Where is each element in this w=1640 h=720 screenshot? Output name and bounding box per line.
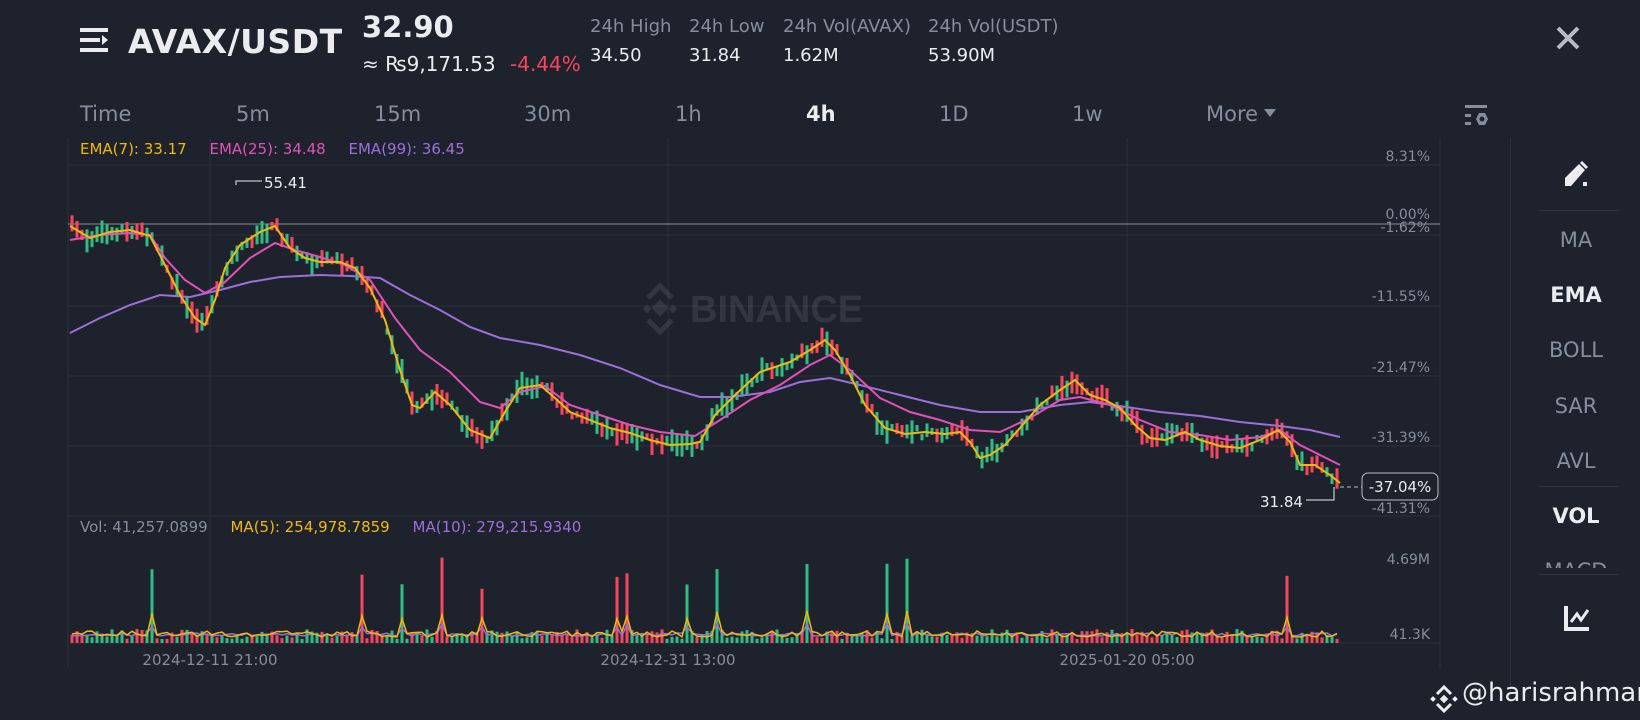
y-label: 0.00%: [1386, 207, 1430, 223]
tab-5m[interactable]: 5m: [236, 102, 270, 126]
stat-24h-high: 24h High 34.50: [590, 16, 671, 66]
vol-ma5-line: [71, 610, 1338, 639]
stat-24h-vol-base: 24h Vol(AVAX) 1.62M: [783, 16, 911, 66]
high-marker: 55.41: [264, 174, 307, 192]
tab-1w[interactable]: 1w: [1072, 102, 1103, 126]
indicator-sar[interactable]: SAR: [1554, 394, 1598, 418]
chart-settings-icon[interactable]: [1464, 104, 1490, 128]
close-icon[interactable]: [1554, 24, 1582, 52]
binance-watermark: BINANCE: [642, 282, 863, 336]
candlestick-chart[interactable]: BINANCE 55.41 31.84 -37.04% 8.31% 0.00% …: [0, 138, 1510, 698]
stat-label: 24h Low: [689, 16, 765, 37]
stat-value: 31.84: [689, 45, 741, 66]
current-value-badge-box: [1361, 472, 1439, 501]
stat-label: 24h High: [590, 16, 672, 37]
vol-axis-label: 4.69M: [1387, 552, 1430, 568]
change-percent: -4.44%: [510, 52, 581, 76]
ema99-value: EMA(99): 36.45: [348, 140, 465, 158]
y-label: -1.62%: [1380, 220, 1430, 236]
sidebar-divider: [1539, 210, 1619, 211]
low-marker-line: [1306, 487, 1335, 501]
ema-legend: EMA(7): 33.17 EMA(25): 34.48 EMA(99): 36…: [80, 140, 483, 158]
stat-value: 34.50: [590, 45, 642, 66]
tab-15m[interactable]: 15m: [374, 102, 422, 126]
y-label: -41.31%: [1372, 501, 1430, 517]
indicator-ma[interactable]: MA: [1559, 228, 1593, 252]
caret-down-icon: [1264, 109, 1277, 117]
x-label: 2025-01-20 05:00: [1059, 651, 1194, 669]
menu-icon[interactable]: [80, 26, 112, 54]
tab-1d[interactable]: 1D: [939, 102, 969, 126]
stat-24h-vol-quote: 24h Vol(USDT) 53.90M: [928, 16, 1058, 66]
grid-lines: [67, 138, 1441, 668]
high-marker-line: [235, 180, 262, 185]
y-label: 8.31%: [1386, 149, 1430, 165]
indicator-macd[interactable]: MACD: [1511, 558, 1640, 568]
current-value-badge: -37.04%: [1369, 478, 1432, 496]
x-label: 2024-12-11 21:00: [142, 651, 277, 669]
y-label: -31.39%: [1372, 430, 1430, 446]
tab-time[interactable]: Time: [80, 102, 132, 126]
vol-ma5-value: MA(5): 254,978.7859: [230, 518, 390, 536]
sidebar-divider: [1539, 574, 1619, 575]
volume-bars: [70, 557, 1339, 643]
fiat-price: ≈ ₨9,171.53: [362, 52, 496, 76]
x-axis-labels: 2024-12-11 21:00 2024-12-31 13:00 2025-0…: [142, 651, 1194, 669]
y-axis-labels: 8.31% 0.00% -1.62% -11.55% -21.47% -31.3…: [1372, 149, 1431, 643]
volume-legend: Vol: 41,257.0899 MA(5): 254,978.7859 MA(…: [80, 518, 599, 536]
indicator-avl[interactable]: AVL: [1556, 449, 1596, 473]
vol-axis-label: 41.3K: [1390, 627, 1431, 643]
trading-pair[interactable]: AVAX/USDT: [128, 22, 343, 61]
ema7-value: EMA(7): 33.17: [80, 140, 187, 158]
interval-tabs: Time 5m 15m 30m 1h 4h 1D 1w More: [0, 96, 1640, 138]
y-label: -21.47%: [1372, 360, 1430, 376]
stat-value: 53.90M: [928, 45, 996, 66]
user-watermark: @harisrahman: [1462, 678, 1640, 708]
tab-1h[interactable]: 1h: [675, 102, 702, 126]
vol-ma10-line: [72, 620, 1338, 638]
indicator-boll[interactable]: BOLL: [1549, 338, 1603, 362]
header: AVAX/USDT 32.90 ≈ ₨9,171.53 -4.44% 24h H…: [0, 0, 1640, 90]
sidebar-divider: [1539, 486, 1619, 487]
ema25-value: EMA(25): 34.48: [209, 140, 326, 158]
x-label: 2024-12-31 13:00: [600, 651, 735, 669]
indicator-vol[interactable]: VOL: [1552, 504, 1600, 528]
stat-label: 24h Vol(USDT): [928, 16, 1059, 37]
tab-more[interactable]: More: [1206, 102, 1277, 126]
tab-30m[interactable]: 30m: [524, 102, 572, 126]
stat-24h-low: 24h Low 31.84: [689, 16, 764, 66]
last-price: 32.90: [362, 10, 454, 44]
vol-ma10-value: MA(10): 279,215.9340: [412, 518, 582, 536]
stat-label: 24h Vol(AVAX): [783, 16, 911, 37]
tab-more-label: More: [1206, 102, 1259, 126]
low-marker: 31.84: [1260, 493, 1303, 511]
indicator-ema[interactable]: EMA: [1550, 283, 1602, 307]
ema25-line: [69, 231, 1341, 466]
candles: [70, 215, 1339, 489]
indicator-sidebar: MA EMA BOLL SAR AVL VOL MACD: [1510, 138, 1640, 698]
chart-area[interactable]: BINANCE 55.41 31.84 -37.04% 8.31% 0.00% …: [0, 138, 1510, 698]
vol-value: Vol: 41,257.0899: [80, 518, 208, 536]
binance-logo-icon: [1430, 685, 1458, 713]
stat-value: 1.62M: [783, 45, 839, 66]
svg-text:BINANCE: BINANCE: [690, 289, 863, 331]
tab-4h[interactable]: 4h: [806, 102, 836, 126]
draw-pencil-icon[interactable]: [1561, 160, 1591, 188]
indicator-chart-icon[interactable]: [1563, 604, 1591, 632]
ema7-line: [69, 224, 1341, 484]
y-label: -11.55%: [1372, 289, 1430, 305]
